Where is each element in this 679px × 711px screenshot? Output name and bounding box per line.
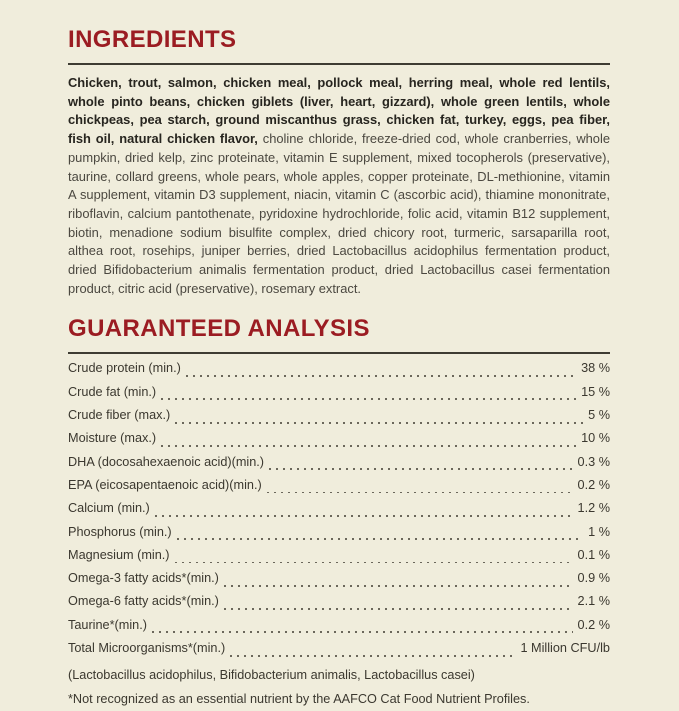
dot-leader	[175, 421, 584, 424]
analysis-row-value: 0.9 %	[577, 571, 610, 586]
dot-leader	[174, 561, 573, 564]
dot-leader	[161, 445, 577, 447]
guaranteed-analysis-table: Crude protein (min.) 38 % Crude fat (min…	[68, 361, 610, 664]
ingredients-heading: INGREDIENTS	[68, 26, 237, 53]
analysis-row-label: Total Microorganisms*(min.)	[68, 641, 226, 655]
analysis-row-label: Calcium (min.)	[68, 501, 150, 516]
guaranteed-analysis-heading-rule	[68, 352, 610, 355]
microorganisms-note: (Lactobacillus acidophilus, Bifidobacter…	[68, 668, 475, 683]
ingredients-paragraph: Chicken, trout, salmon, chicken meal, po…	[68, 74, 610, 298]
analysis-row-value: 1 Million CFU/lb	[520, 641, 610, 655]
analysis-row-value: 1.2 %	[577, 501, 610, 516]
pet-food-label-panel: INGREDIENTS Chicken, trout, salmon, chic…	[68, 26, 610, 706]
analysis-row-value: 0.3 %	[577, 454, 610, 469]
analysis-row: Omega-6 fatty acids*(min.) 2.1 %	[68, 594, 610, 617]
ingredients-section: INGREDIENTS Chicken, trout, salmon, chic…	[68, 26, 610, 298]
guaranteed-analysis-heading: GUARANTEED ANALYSIS	[68, 315, 370, 343]
dot-leader	[154, 514, 573, 517]
analysis-row: Magnesium (min.) 0.1 %	[68, 548, 610, 571]
analysis-row-value: 1 %	[588, 524, 610, 539]
analysis-row-label: Phosphorus (min.)	[68, 524, 172, 539]
analysis-row-label: Omega-3 fatty acids*(min.)	[68, 571, 219, 586]
dot-leader	[151, 631, 573, 634]
dot-leader	[176, 538, 584, 541]
analysis-row-label: Magnesium (min.)	[68, 547, 170, 562]
analysis-row: Moisture (max.) 10 %	[68, 431, 610, 454]
guaranteed-analysis-section: GUARANTEED ANALYSIS Crude protein (min.)…	[68, 315, 610, 710]
analysis-row-value: 10 %	[581, 431, 610, 446]
ingredients-primary-list: Chicken, trout, salmon, chicken meal, po…	[68, 75, 610, 147]
analysis-row: Crude fiber (max.) 5 %	[68, 408, 610, 431]
dot-leader	[266, 491, 573, 494]
analysis-row-value: 0.2 %	[577, 617, 610, 632]
analysis-row-label: DHA (docosahexaenoic acid)(min.)	[68, 454, 265, 469]
analysis-row: Crude fat (min.) 15 %	[68, 385, 610, 408]
analysis-row-label: Crude fat (min.)	[68, 384, 157, 399]
analysis-row-label: Taurine*(min.)	[68, 617, 147, 632]
analysis-row-label: Omega-6 fatty acids*(min.)	[68, 594, 219, 609]
analysis-row-label: EPA (eicosapentaenoic acid)(min.)	[68, 477, 262, 492]
analysis-row: Crude protein (min.) 38 %	[68, 361, 610, 384]
ingredients-heading-rule	[68, 63, 610, 65]
dot-leader	[223, 608, 573, 610]
dot-leader	[161, 398, 577, 401]
aafco-footnote: *Not recognized as an essential nutrient…	[68, 691, 530, 706]
dot-leader	[185, 375, 577, 377]
analysis-row-value: 38 %	[581, 361, 610, 376]
dot-leader	[269, 468, 573, 471]
analysis-row-value: 5 %	[588, 408, 610, 423]
dot-leader	[230, 654, 516, 657]
analysis-row: Taurine*(min.) 0.2 %	[68, 618, 610, 641]
analysis-row-value: 0.1 %	[577, 547, 610, 562]
dot-leader	[223, 584, 573, 587]
analysis-row: EPA (eicosapentaenoic acid)(min.) 0.2 %	[68, 478, 610, 501]
ingredients-secondary-list: choline chloride, freeze-dried cod, whol…	[68, 131, 610, 296]
analysis-row: Omega-3 fatty acids*(min.) 0.9 %	[68, 571, 610, 594]
analysis-row-value: 2.1 %	[577, 594, 610, 609]
analysis-row: Total Microorganisms*(min.) 1 Million CF…	[68, 641, 610, 664]
analysis-row: Phosphorus (min.) 1 %	[68, 525, 610, 548]
analysis-row-label: Crude protein (min.)	[68, 361, 181, 376]
analysis-row-value: 0.2 %	[577, 477, 610, 492]
analysis-row-value: 15 %	[581, 384, 610, 399]
analysis-row-label: Crude fiber (max.)	[68, 408, 171, 423]
analysis-row-label: Moisture (max.)	[68, 431, 157, 446]
analysis-row: Calcium (min.) 1.2 %	[68, 501, 610, 524]
analysis-row: DHA (docosahexaenoic acid)(min.) 0.3 %	[68, 455, 610, 478]
